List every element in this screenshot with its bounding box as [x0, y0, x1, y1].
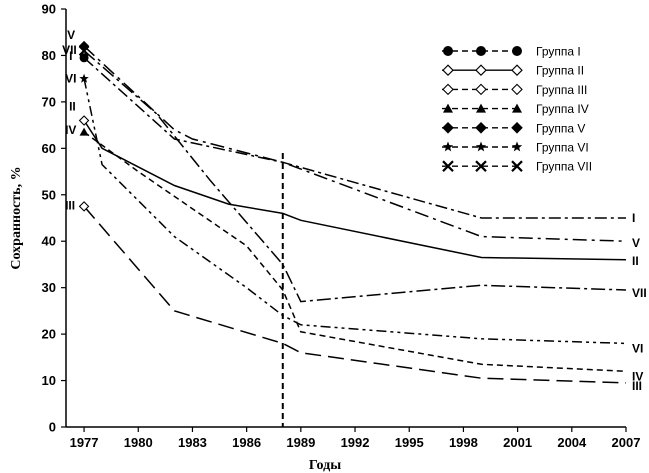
series-line: [83, 205, 627, 384]
legend-marker: [511, 122, 523, 134]
legend-marker: [442, 122, 454, 134]
series-start-label: V: [67, 28, 75, 42]
y-tick-label: 80: [42, 48, 56, 63]
legend-marker: [475, 141, 487, 152]
legend-marker: [476, 46, 486, 56]
series-line: [83, 120, 627, 261]
legend-label: Группа III: [536, 83, 587, 97]
series-start-label: II: [69, 99, 76, 113]
legend-marker: [475, 83, 487, 96]
legend-marker: [476, 103, 486, 113]
legend-marker: [511, 83, 523, 96]
legend: Группа I Группа II Группа III Группа IV Груп…: [442, 45, 592, 174]
x-tick-label: 1998: [449, 435, 478, 450]
data-point-marker: [78, 201, 90, 212]
series-line: [83, 45, 627, 242]
x-axis-title: Годы: [309, 458, 341, 473]
series-start-label: III: [65, 198, 75, 212]
legend-marker: [475, 64, 487, 76]
series-end-label: VII: [632, 286, 647, 300]
series-line: [83, 78, 627, 345]
legend-label: Группа II: [536, 64, 584, 78]
legend-marker: [442, 141, 454, 152]
legend-label: Группа VI: [536, 141, 589, 155]
legend-marker: [511, 141, 523, 152]
legend-marker: [512, 103, 522, 113]
axis-ticks: 1977 1980 1983 1986 1989 1992 1995 1998 2001 2004…: [42, 2, 641, 451]
series-end-label: V: [632, 236, 640, 250]
x-tick-label: 1977: [70, 435, 99, 450]
series-end-label: III: [632, 379, 642, 393]
y-tick-label: 20: [42, 327, 56, 342]
x-tick-label: 1986: [232, 435, 261, 450]
series-end-label: II: [632, 254, 639, 268]
legend-marker: [442, 64, 454, 76]
x-tick-label: 1992: [341, 435, 370, 450]
series-start-label: VI: [65, 72, 76, 86]
series-end-label: IV: [632, 369, 643, 383]
data-point-marker: [79, 73, 89, 83]
y-tick-label: 70: [42, 94, 56, 109]
y-tick-label: 50: [42, 187, 56, 202]
y-tick-label: 40: [42, 234, 56, 249]
y-tick-label: 0: [49, 420, 56, 435]
data-point-marker: [78, 45, 90, 57]
legend-label: Группа I: [536, 45, 581, 59]
x-tick-label: 1995: [395, 435, 424, 450]
y-tick-label: 10: [42, 373, 56, 388]
series-line: [83, 57, 626, 219]
series-start-label: VII: [62, 43, 77, 57]
x-tick-label: 2004: [557, 435, 587, 450]
x-tick-label: 1983: [178, 435, 207, 450]
legend-marker: [443, 103, 453, 113]
legend-marker: [442, 160, 454, 172]
x-tick-label: 1980: [124, 435, 153, 450]
series-start-label: IV: [65, 123, 76, 137]
data-point-marker: [79, 127, 89, 136]
legend-marker: [511, 160, 523, 172]
legend-marker: [512, 46, 522, 56]
y-axis-title: Сохранность, %: [9, 166, 24, 269]
x-tick-label: 2001: [503, 435, 532, 450]
legend-marker: [443, 46, 453, 56]
legend-label: Группа IV: [536, 102, 589, 116]
series-line: [83, 50, 627, 303]
x-tick-label: 1989: [286, 435, 315, 450]
legend-marker: [442, 83, 454, 96]
legend-marker: [475, 122, 487, 134]
data-point-marker: [78, 115, 90, 126]
series-end-label: I: [632, 211, 635, 225]
series-start-label: I: [69, 49, 72, 63]
series-line: [83, 131, 627, 373]
legend-label: Группа VII: [536, 160, 592, 174]
legend-label: Группа V: [536, 121, 585, 135]
data-point-marker: [79, 53, 89, 63]
y-tick-label: 60: [42, 141, 56, 156]
legend-marker: [511, 64, 523, 76]
legend-marker: [475, 160, 487, 172]
x-tick-label: 2007: [612, 435, 641, 450]
y-tick-label: 30: [42, 280, 56, 295]
series-end-label: VI: [632, 341, 643, 355]
series-layer: [78, 40, 627, 384]
y-tick-label: 90: [42, 2, 56, 17]
